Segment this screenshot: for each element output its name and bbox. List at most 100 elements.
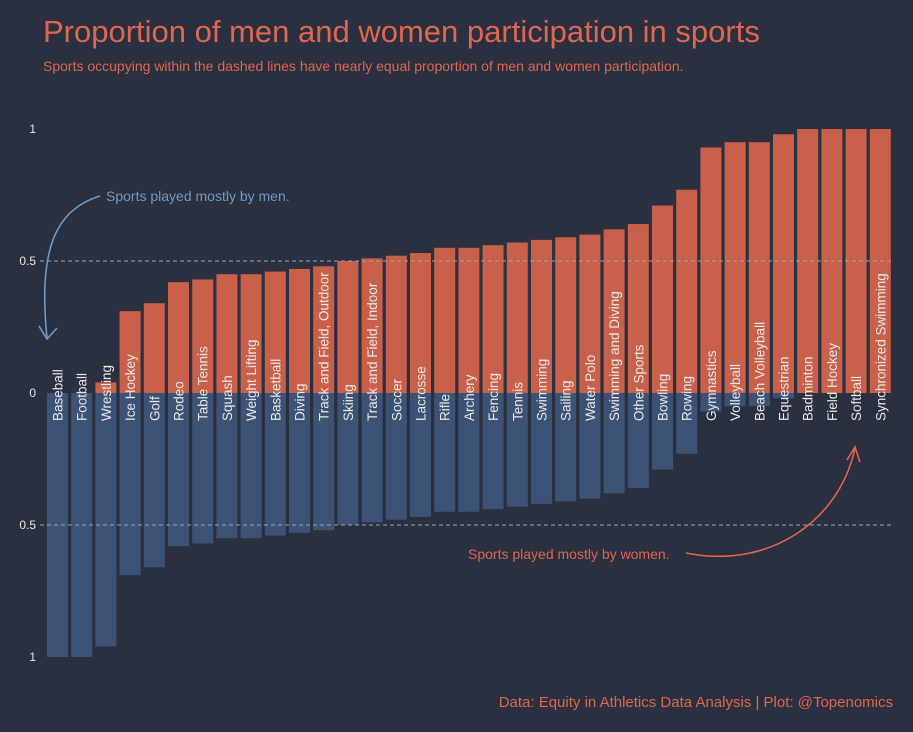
y-axis-ticks: 1 0.5 0 0.5 1 xyxy=(19,122,36,664)
bottom-bar-equestrian xyxy=(773,393,794,399)
bottom-bar-rodeo xyxy=(168,393,189,547)
bottom-bar-lacrosse xyxy=(410,393,431,518)
category-label-squash: Squash xyxy=(220,375,235,421)
category-label-ice-hockey: Ice Hockey xyxy=(123,354,138,421)
bottom-bar-gymnastics xyxy=(700,393,722,412)
category-label-volleyball: Volleyball xyxy=(728,364,743,421)
category-label-equestrian: Equestrian xyxy=(777,356,792,421)
chart-title: Proportion of men and women participatio… xyxy=(43,14,760,49)
category-label-sailing: Sailing xyxy=(559,380,574,421)
category-label-beach-volleyball: Beach Volleyball xyxy=(752,322,767,421)
y-tick-label: 0.5 xyxy=(19,254,36,268)
bottom-bar-fencing xyxy=(482,393,504,510)
top-bar-rowing xyxy=(676,189,698,393)
top-bar-swimming-and-diving xyxy=(603,229,625,393)
bottom-bar-skiing xyxy=(337,393,359,525)
bottom-bar-bowling xyxy=(652,393,673,470)
bottom-bar-weight-lifting xyxy=(240,393,262,539)
chart-subtitle: Sports occupying within the dashed lines… xyxy=(43,58,684,74)
top-bar-tennis xyxy=(506,242,528,393)
y-tick-label: 0.5 xyxy=(19,518,36,532)
women-annotation-label: Sports played mostly by women. xyxy=(468,546,670,562)
top-bar-softball xyxy=(845,129,867,393)
top-bar-basketball xyxy=(264,271,286,393)
category-label-softball: Softball xyxy=(849,376,864,421)
top-bar-lacrosse xyxy=(410,253,431,393)
category-label-field-hockey: Field Hockey xyxy=(825,343,840,421)
women-annotation-arrow xyxy=(685,447,856,558)
category-label-baseball: Baseball xyxy=(51,369,66,421)
category-label-tennis: Tennis xyxy=(510,382,525,421)
category-label-water-polo: Water Polo xyxy=(583,355,598,421)
category-label-swimming-and-diving: Swimming and Diving xyxy=(607,291,622,421)
bottom-bar-golf xyxy=(143,393,165,568)
top-bar-fencing xyxy=(482,245,504,393)
category-label-skiing: Skiing xyxy=(341,384,356,421)
top-bar-diving xyxy=(289,268,310,393)
category-label-synchronized-swimming: Synchronized Swimming xyxy=(873,273,888,421)
bottom-bar-sailing xyxy=(555,393,577,502)
bottom-bar-ice-hockey xyxy=(119,393,141,576)
top-bar-track-and-field-indoor xyxy=(361,258,383,393)
top-bars-group xyxy=(95,129,891,393)
top-bar-badminton xyxy=(797,129,819,393)
category-label-wrestling: Wrestling xyxy=(99,365,114,421)
bottom-bar-track-and-field-indoor xyxy=(361,393,383,523)
category-label-gymnastics: Gymnastics xyxy=(704,350,719,421)
bottom-bar-tennis xyxy=(506,393,528,507)
bottom-bar-table-tennis xyxy=(192,393,214,544)
bottom-bar-water-polo xyxy=(579,393,601,499)
top-bar-archery xyxy=(458,247,480,393)
y-tick-label: 0 xyxy=(29,386,36,400)
category-label-golf: Golf xyxy=(147,396,162,421)
top-bar-track-and-field-outdoor xyxy=(313,266,335,393)
bottom-bar-track-and-field-outdoor xyxy=(313,393,335,531)
y-tick-label: 1 xyxy=(29,122,36,136)
reference-lines xyxy=(40,260,893,526)
top-bar-water-polo xyxy=(579,234,601,393)
category-label-other-sports: Other Sports xyxy=(631,344,646,421)
men-annotation-label: Sports played mostly by men. xyxy=(106,188,290,204)
category-label-diving: Diving xyxy=(293,383,308,421)
category-labels: Baseball Football Wrestling Ice Hockey Golf R… xyxy=(51,272,889,421)
top-bar-golf xyxy=(143,303,165,393)
men-annotation-arrowhead xyxy=(38,325,58,341)
category-label-table-tennis: Table Tennis xyxy=(196,346,211,421)
y-tick-label: 1 xyxy=(29,650,36,664)
category-label-rodeo: Rodeo xyxy=(172,381,187,421)
bottom-bar-diving xyxy=(289,393,310,533)
category-label-lacrosse: Lacrosse xyxy=(414,366,429,421)
bottom-bar-squash xyxy=(216,393,238,539)
top-bar-soccer xyxy=(385,255,407,393)
category-label-bowling: Bowling xyxy=(656,374,671,421)
top-bar-beach-volleyball xyxy=(748,142,770,393)
top-bar-gymnastics xyxy=(700,147,722,393)
top-bar-wrestling xyxy=(95,382,117,393)
top-bar-table-tennis xyxy=(192,279,214,393)
top-bar-volleyball xyxy=(724,142,746,393)
category-label-basketball: Basketball xyxy=(268,359,283,421)
category-label-weight-lifting: Weight Lifting xyxy=(244,339,259,421)
category-label-fencing: Fencing xyxy=(486,373,501,421)
bottom-bar-other-sports xyxy=(627,393,649,489)
bottom-bar-rifle xyxy=(434,393,456,512)
top-bar-rifle xyxy=(434,247,456,393)
bottom-bar-rowing xyxy=(676,393,698,454)
bottom-bar-archery xyxy=(458,393,480,512)
bottom-bar-wrestling xyxy=(95,393,117,647)
top-bar-swimming xyxy=(531,239,552,393)
bottom-bar-soccer xyxy=(385,393,407,520)
top-bar-bowling xyxy=(652,205,673,393)
top-bar-squash xyxy=(216,274,238,393)
top-bar-skiing xyxy=(337,261,359,393)
category-label-soccer: Soccer xyxy=(389,378,404,421)
top-bar-rodeo xyxy=(168,282,189,393)
bottom-bar-football xyxy=(71,393,93,657)
top-bar-weight-lifting xyxy=(240,274,262,393)
top-bar-equestrian xyxy=(773,134,794,393)
bottom-bar-basketball xyxy=(264,393,286,536)
men-annotation-arrow xyxy=(43,195,101,339)
category-label-badminton: Badminton xyxy=(801,356,816,421)
category-label-track-and-field-outdoor: Track and Field, Outdoor xyxy=(317,272,332,421)
